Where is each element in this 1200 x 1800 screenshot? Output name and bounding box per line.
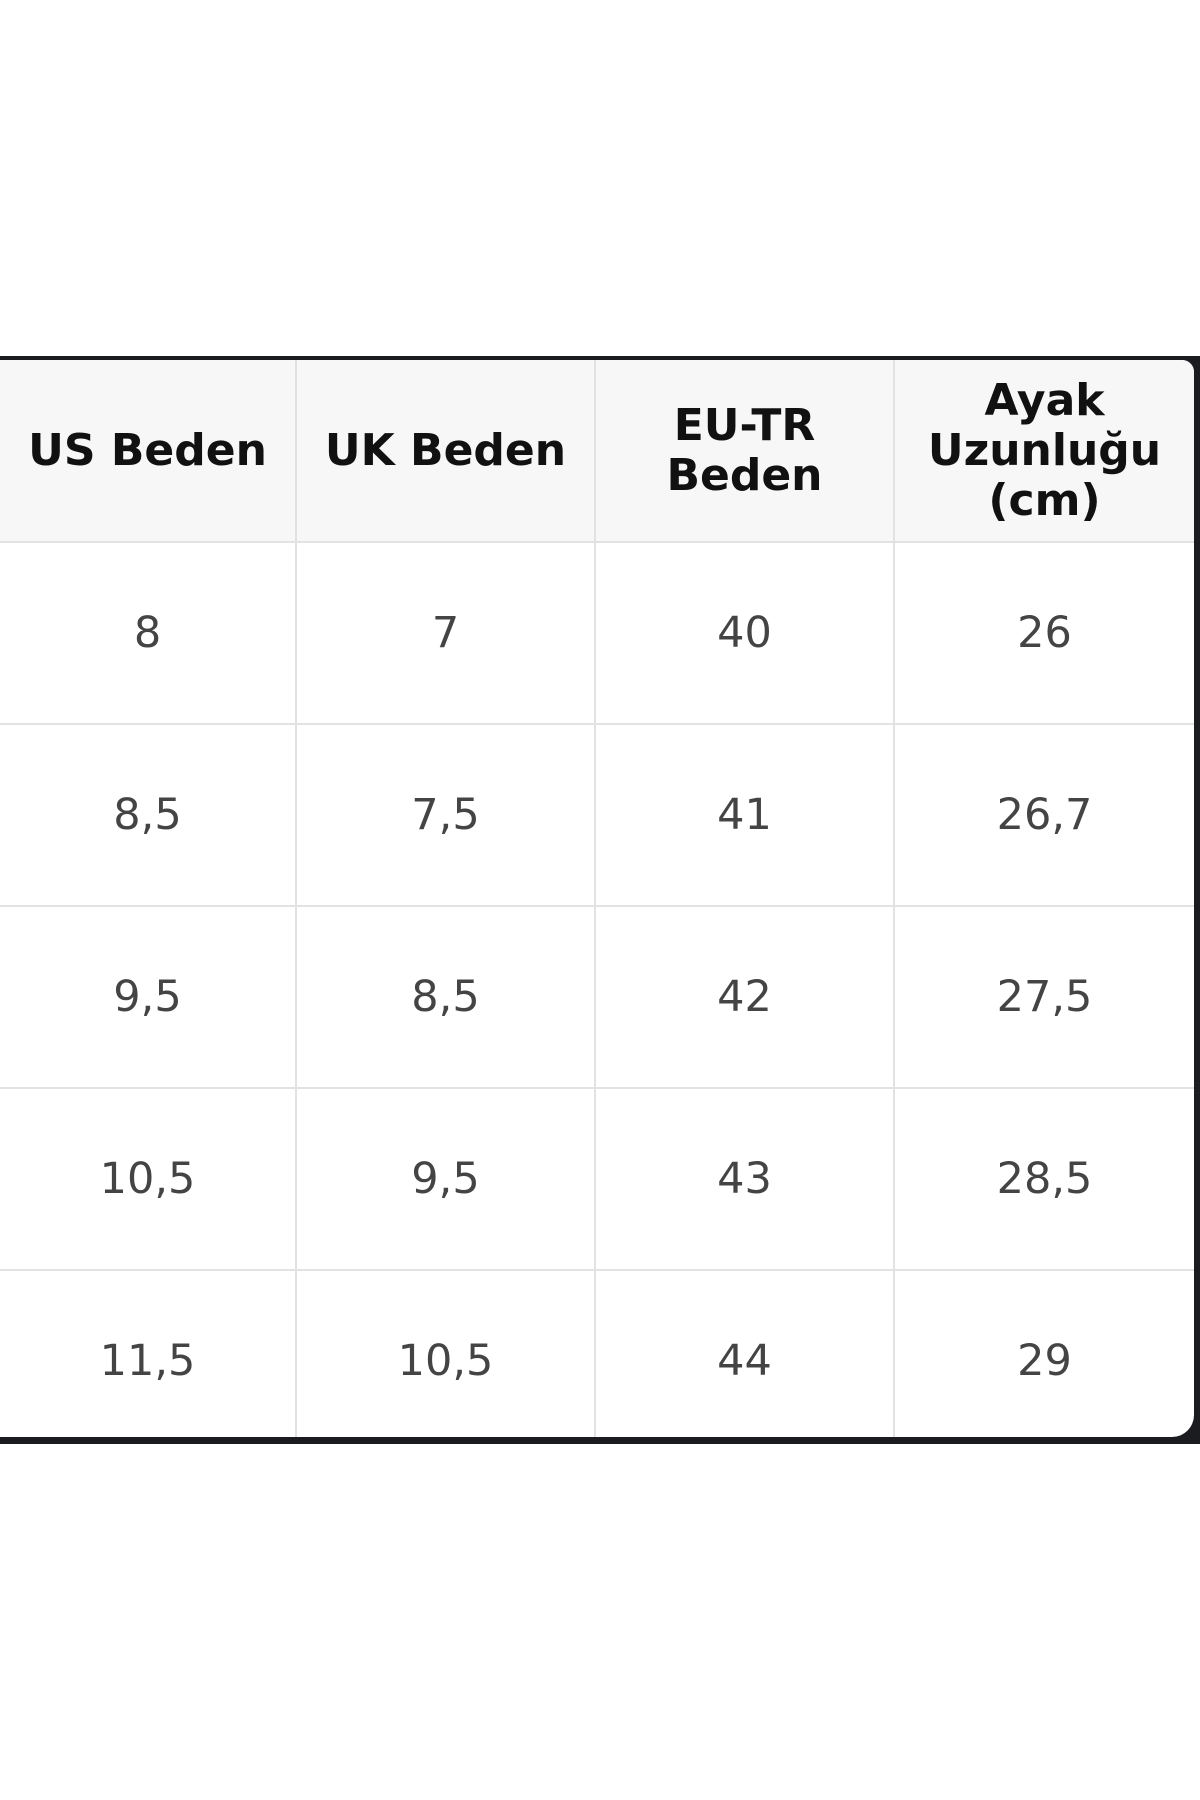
cell-uk: 9,5 [295, 1087, 596, 1271]
table-row: 11,5 10,5 44 29 [0, 1269, 1194, 1437]
cell-eu-tr: 41 [594, 723, 895, 907]
cell-uk: 10,5 [295, 1269, 596, 1437]
cell-uk: 7 [295, 541, 596, 725]
cell-us: 9,5 [0, 905, 297, 1089]
table-row: 9,5 8,5 42 27,5 [0, 905, 1194, 1089]
cell-eu-tr: 43 [594, 1087, 895, 1271]
header-row: US Beden UK Beden EU-TR Beden Ayak Uzunl… [0, 360, 1194, 543]
cell-foot-length: 26 [893, 541, 1194, 725]
cell-foot-length: 29 [893, 1269, 1194, 1437]
table-frame: US Beden UK Beden EU-TR Beden Ayak Uzunl… [0, 356, 1200, 1444]
header-uk: UK Beden [295, 360, 596, 543]
table-row: 8,5 7,5 41 26,7 [0, 723, 1194, 907]
cell-uk: 8,5 [295, 905, 596, 1089]
header-us: US Beden [0, 360, 297, 543]
cell-foot-length: 28,5 [893, 1087, 1194, 1271]
cell-us: 8,5 [0, 723, 297, 907]
header-foot-length: Ayak Uzunluğu (cm) [893, 360, 1194, 543]
cell-eu-tr: 40 [594, 541, 895, 725]
cell-eu-tr: 42 [594, 905, 895, 1089]
header-eu-tr: EU-TR Beden [594, 360, 895, 543]
size-chart-card: US Beden UK Beden EU-TR Beden Ayak Uzunl… [0, 360, 1194, 1437]
cell-uk: 7,5 [295, 723, 596, 907]
cell-us: 10,5 [0, 1087, 297, 1271]
cell-us: 8 [0, 541, 297, 725]
table-row: 10,5 9,5 43 28,5 [0, 1087, 1194, 1271]
cell-foot-length: 27,5 [893, 905, 1194, 1089]
cell-us: 11,5 [0, 1269, 297, 1437]
cell-foot-length: 26,7 [893, 723, 1194, 907]
cell-eu-tr: 44 [594, 1269, 895, 1437]
table-row: 8 7 40 26 [0, 541, 1194, 725]
size-chart-table: US Beden UK Beden EU-TR Beden Ayak Uzunl… [0, 360, 1194, 1437]
